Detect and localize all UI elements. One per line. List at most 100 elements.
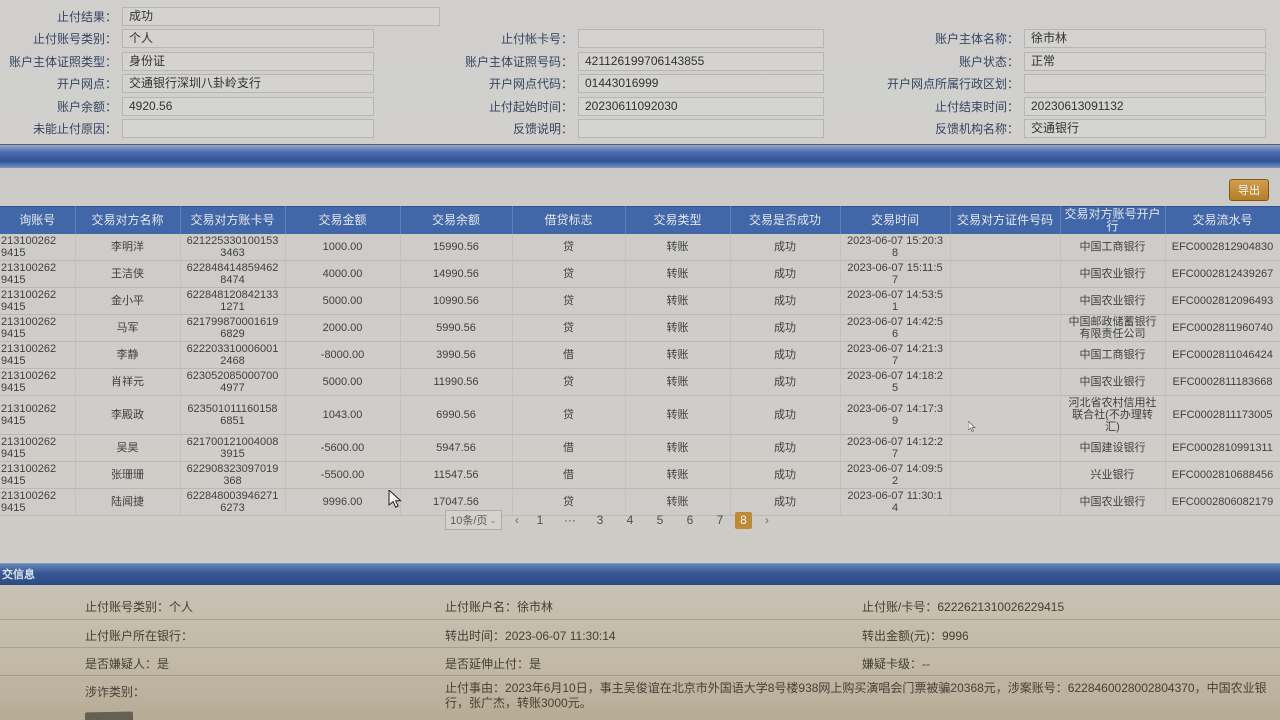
cell-debit-credit-flag: 贷 (512, 260, 626, 288)
cell-tx-time: 2023-06-07 15:11:57 (840, 260, 951, 288)
cell-counterparty-card: 6222033100060012468 (180, 341, 286, 369)
cell-query-account: 213100262 9415 (0, 488, 76, 516)
column-header: 交易对方证件号码 (950, 206, 1061, 234)
stop-card-no-value (578, 29, 824, 49)
stop-result-label: 止付结果： (56, 9, 117, 24)
active-page-number[interactable]: 8 (734, 511, 752, 529)
cell-counterparty-name: 李明洋 (75, 233, 181, 261)
cell-tx-success: 成功 (730, 287, 841, 315)
stop-account-type-value: 个人 (122, 29, 374, 49)
detail-stop-reason: 止付事由：2023年6月10日，事主吴俊谊在北京市外国语大学8号楼938网上购买… (445, 681, 1267, 710)
cert-type-value: 身份证 (122, 51, 374, 71)
page-number[interactable]: ··· (563, 512, 576, 527)
branch-region-label: 开户网点所属行政区划： (886, 77, 1019, 92)
cell-balance: 5990.56 (400, 314, 513, 342)
cell-tx-type: 转账 (625, 434, 731, 462)
cell-debit-credit-flag: 贷 (512, 368, 626, 396)
cell-tx-success: 成功 (730, 368, 841, 396)
cell-counterparty-name: 张珊珊 (75, 461, 181, 489)
column-header: 交易对方账号开户行 (1060, 206, 1166, 234)
cell-counterparty-bank: 中国农业银行 (1060, 260, 1166, 288)
table-row: 213100262 9415 陆闻捷 6228480039462716273 9… (0, 488, 1280, 516)
column-header: 交易对方名称 (75, 206, 181, 234)
table-row: 213100262 9415 金小平 6228481208421331271 5… (0, 287, 1280, 315)
cell-counterparty-card: 6228481208421331271 (180, 287, 286, 315)
cell-tx-time: 2023-06-07 14:09:52 (840, 461, 951, 489)
cell-counterparty-bank: 中国农业银行 (1060, 368, 1166, 396)
cell-tx-success: 成功 (730, 461, 841, 489)
cell-flow-no: EFC0002812439267 (1165, 260, 1280, 288)
page-number[interactable]: 1 (536, 512, 544, 527)
cell-tx-success: 成功 (730, 314, 841, 342)
feedback-org-value: 交通银行 (1024, 119, 1266, 139)
balance-label: 账户余额： (56, 99, 117, 114)
column-header: 交易类型 (625, 206, 731, 234)
branch-region-value (1024, 74, 1266, 94)
cell-balance: 5947.56 (400, 434, 513, 462)
cell-debit-credit-flag: 借 (512, 461, 626, 489)
feedback-org-label: 反馈机构名称： (934, 122, 1019, 137)
page-list: 1 ··· 3 4 5 6 7 (532, 512, 728, 529)
cell-counterparty-bank: 中国工商银行 (1060, 233, 1166, 261)
cell-debit-credit-flag: 借 (512, 434, 626, 462)
cell-tx-success: 成功 (730, 488, 841, 516)
cell-amount: 9996.00 (285, 488, 401, 516)
cell-counterparty-cert (950, 461, 1061, 489)
branch-code-label: 开户网点代码： (488, 77, 573, 92)
cell-query-account: 213100262 9415 (0, 260, 76, 288)
cell-balance: 15990.56 (400, 233, 513, 261)
column-header: 交易余额 (400, 206, 513, 234)
cell-counterparty-bank: 中国工商银行 (1060, 341, 1166, 369)
stop-payment-detail-section: 止付账号类别：个人 止付账户名：徐市林 止付账/卡号：6222621310026… (0, 585, 1280, 720)
fail-reason-value (122, 119, 374, 139)
column-header: 交易对方账卡号 (180, 206, 286, 234)
subject-name-label: 账户主体名称： (934, 32, 1019, 47)
cell-query-account: 213100262 9415 (0, 233, 76, 261)
feedback-note-value (578, 119, 824, 139)
account-status-value: 正常 (1024, 51, 1266, 71)
cell-tx-time: 2023-06-07 15:20:38 (840, 233, 951, 261)
page-number[interactable]: 6 (686, 512, 694, 527)
cell-debit-credit-flag: 贷 (512, 395, 626, 435)
mouse-cursor (388, 488, 404, 515)
prev-page-button[interactable]: ‹ (514, 512, 519, 527)
page-size-select[interactable]: 10条/页 ⌄ (445, 510, 502, 530)
cell-counterparty-bank: 中国农业银行 (1060, 287, 1166, 315)
column-header: 交易时间 (840, 206, 951, 234)
cell-flow-no: EFC0002812904830 (1165, 233, 1280, 261)
next-page-button[interactable]: › (764, 512, 769, 527)
cell-counterparty-card: 6228484148594628474 (180, 260, 286, 288)
cell-counterparty-bank: 中国建设银行 (1060, 434, 1166, 462)
detail-transfer-time: 转出时间：2023-06-07 11:30:14 (445, 629, 616, 643)
cell-counterparty-name: 李殿政 (75, 395, 181, 435)
page-number[interactable]: 7 (716, 512, 724, 527)
cell-tx-success: 成功 (730, 260, 841, 288)
bottom-bar-title: 交信息 (2, 569, 35, 581)
cell-counterparty-bank: 中国邮政储蓄银行有限责任公司 (1060, 314, 1166, 342)
column-header: 交易金额 (285, 206, 401, 234)
cell-counterparty-cert (950, 287, 1061, 315)
page-number[interactable]: 4 (626, 512, 634, 527)
cell-flow-no: EFC0002810688456 (1165, 461, 1280, 489)
cell-counterparty-card: 6217001210040083915 (180, 434, 286, 462)
feedback-note-label: 反馈说明： (512, 122, 573, 137)
cell-amount: 5000.00 (285, 368, 401, 396)
cell-query-account: 213100262 9415 (0, 341, 76, 369)
cell-flow-no: EFC0002811173005 (1165, 395, 1280, 435)
cell-flow-no: EFC0002806082179 (1165, 488, 1280, 516)
cert-type-label: 账户主体证照类型： (8, 54, 117, 69)
cell-counterparty-cert (950, 260, 1061, 288)
page-number[interactable]: 3 (596, 512, 604, 527)
small-cursor-artifact (967, 420, 978, 438)
cell-query-account: 213100262 9415 (0, 368, 76, 396)
cell-balance: 14990.56 (400, 260, 513, 288)
cell-balance: 10990.56 (400, 287, 513, 315)
table-row: 213100262 9415 李静 6222033100060012468 -8… (0, 341, 1280, 369)
column-header: 借贷标志 (512, 206, 626, 234)
page-number[interactable]: 5 (656, 512, 664, 527)
balance-value: 4920.56 (122, 96, 374, 116)
export-button[interactable]: 导出 (1229, 179, 1269, 201)
cell-tx-success: 成功 (730, 395, 841, 435)
detail-fraud-type: 涉诈类别： (85, 685, 146, 699)
cell-counterparty-name: 李静 (75, 341, 181, 369)
